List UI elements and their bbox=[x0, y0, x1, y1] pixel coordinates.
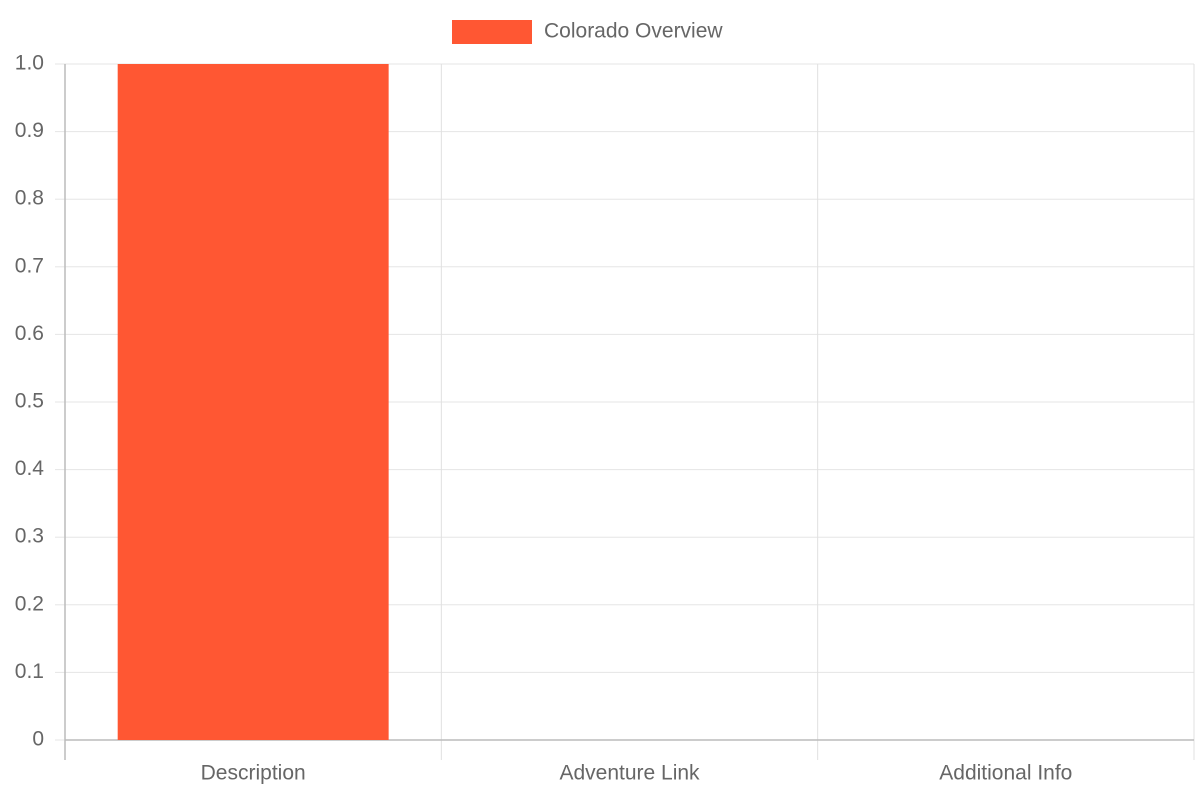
y-tick-label: 0.2 bbox=[15, 592, 44, 615]
legend-label: Colorado Overview bbox=[544, 20, 723, 43]
x-tick-label: Additional Info bbox=[939, 762, 1072, 785]
y-tick-label: 0.7 bbox=[15, 254, 44, 277]
y-tick-label: 0.9 bbox=[15, 119, 44, 142]
y-tick-label: 0.6 bbox=[15, 322, 44, 345]
y-tick-label: 0.8 bbox=[15, 187, 44, 210]
legend-swatch bbox=[452, 20, 532, 44]
x-tick-label: Description bbox=[201, 762, 306, 785]
y-tick-label: 0.4 bbox=[15, 457, 45, 480]
y-tick-label: 0.1 bbox=[15, 660, 44, 683]
x-tick-label: Adventure Link bbox=[559, 762, 700, 785]
y-tick-label: 0.5 bbox=[15, 390, 44, 413]
y-tick-label: 0 bbox=[32, 728, 44, 751]
y-tick-label: 0.3 bbox=[15, 525, 44, 548]
bar bbox=[117, 64, 389, 740]
y-tick-label: 1.0 bbox=[15, 52, 44, 75]
